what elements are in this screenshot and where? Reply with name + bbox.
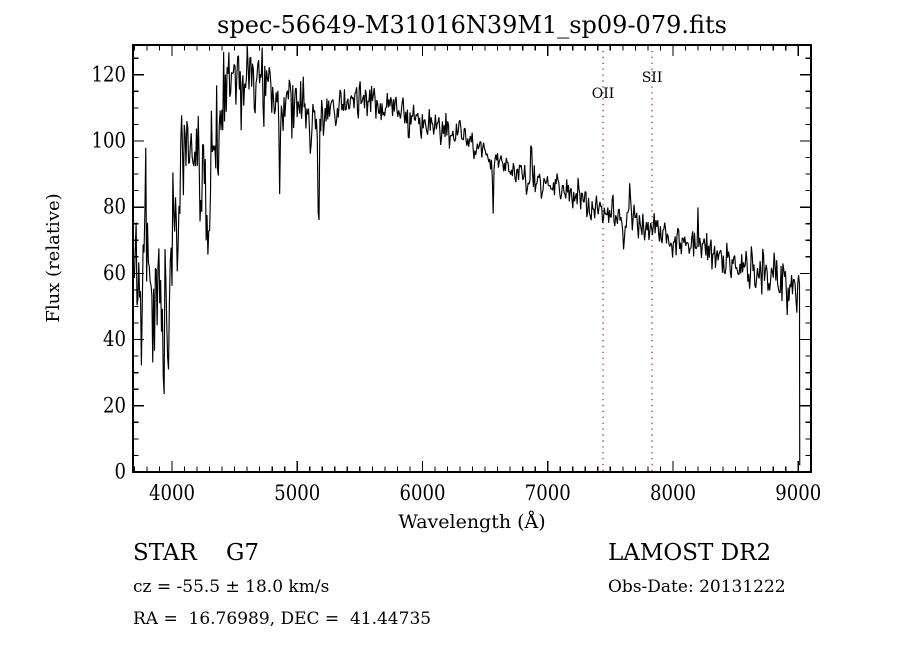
axis-ticks: 4000 5000 6000 7000 8000 9000 0 20 40 60 80 100 120 <box>92 45 821 505</box>
x-tick-label: 5000 <box>274 481 320 505</box>
x-tick-label: 6000 <box>399 481 445 505</box>
plot-frame <box>132 44 812 473</box>
cz-label: cz = -55.5 ± 18.0 km/s <box>133 577 329 597</box>
y-tick-label: 60 <box>103 261 126 285</box>
obs-date-label: Obs-Date: 20131222 <box>608 577 786 597</box>
x-tick-label: 4000 <box>149 481 195 505</box>
spectral-line-label: SII <box>642 70 663 86</box>
y-tick-label: 80 <box>103 195 126 219</box>
x-axis-label: Wavelength (Å) <box>398 511 545 533</box>
spectrum-line <box>133 46 801 466</box>
spectrum-trace <box>133 46 801 466</box>
survey-label: LAMOST DR2 <box>608 540 771 566</box>
plot-title: spec-56649-M31016N39M1_sp09-079.fits <box>217 11 727 39</box>
y-tick-label: 0 <box>115 460 127 484</box>
y-tick-label: 120 <box>92 62 127 86</box>
y-tick-label: 20 <box>103 393 126 417</box>
y-tick-label: 40 <box>103 327 126 351</box>
x-tick-label: 8000 <box>650 481 696 505</box>
emission-line-markers: OII SII <box>592 45 663 472</box>
y-tick-label: 100 <box>92 128 127 152</box>
x-tick-label: 7000 <box>525 481 571 505</box>
ra-dec-label: RA = 16.76989, DEC = 41.44735 <box>133 609 431 629</box>
classification-label: STAR G7 <box>133 540 259 566</box>
y-axis-label: Flux (relative) <box>43 193 64 322</box>
spectral-line-label: OII <box>592 86 615 102</box>
x-tick-label: 9000 <box>775 481 821 505</box>
